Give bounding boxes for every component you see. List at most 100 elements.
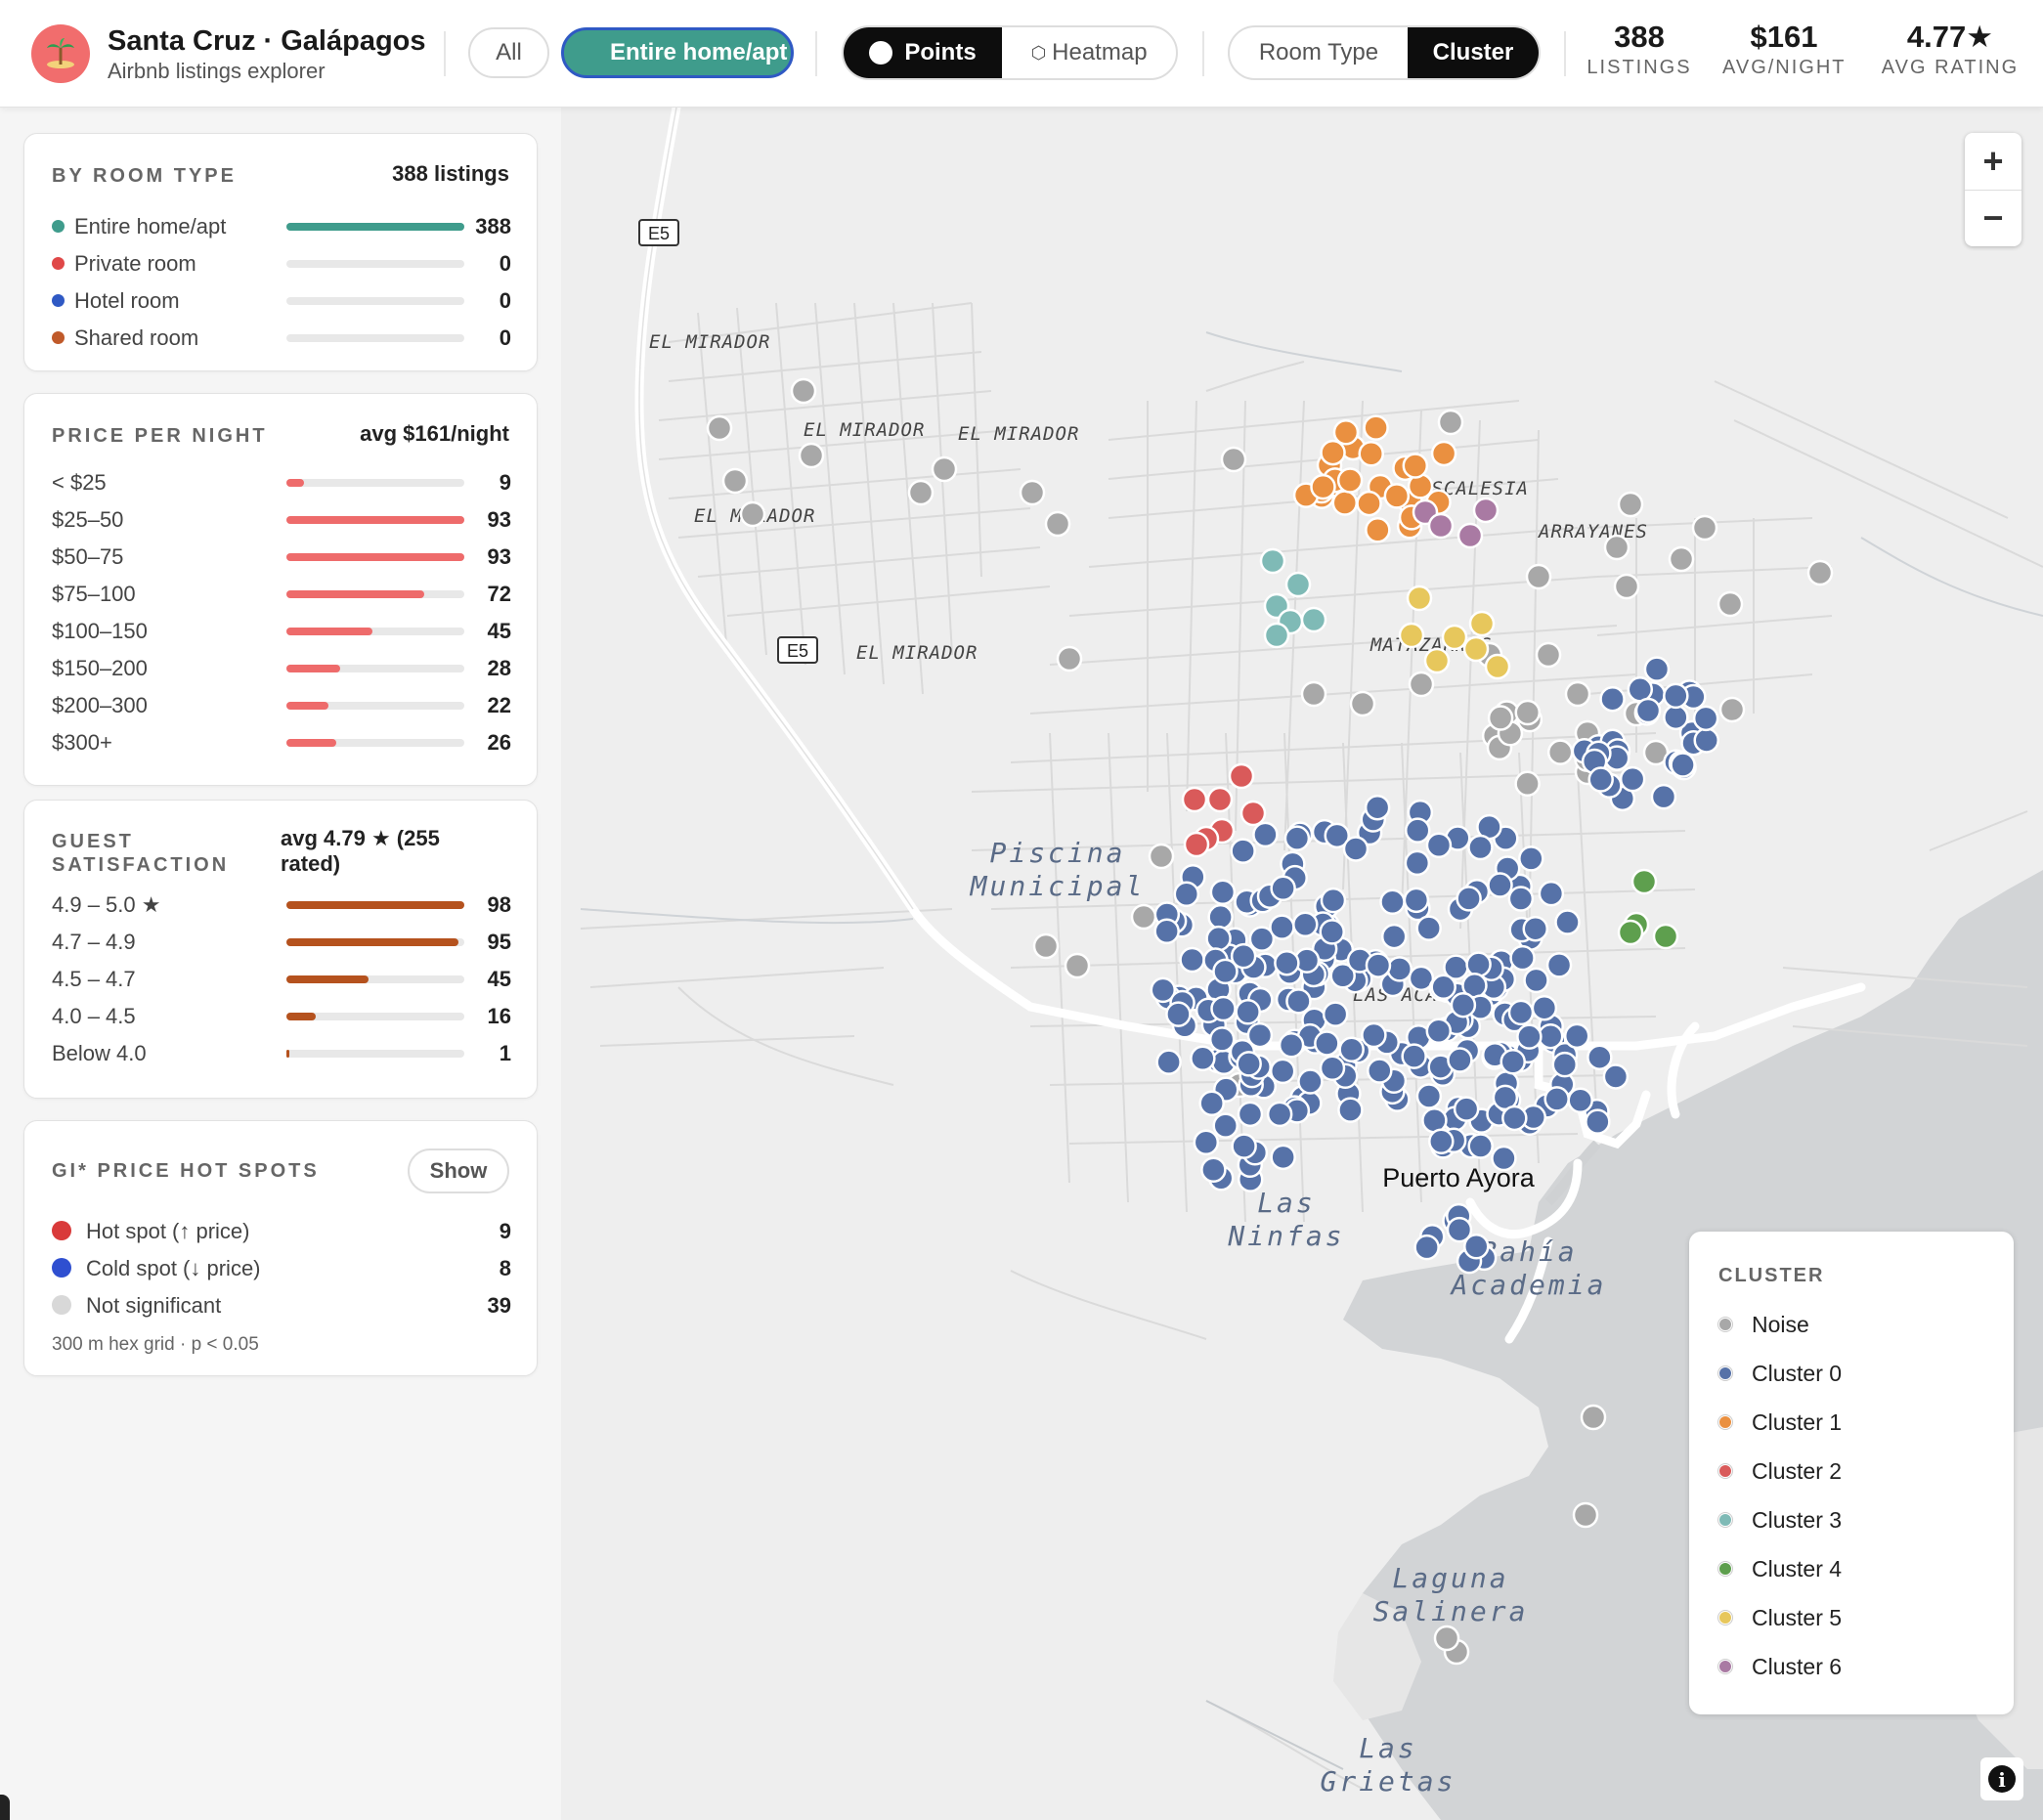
listing-point[interactable] <box>1336 467 1364 494</box>
listing-point[interactable] <box>1356 490 1382 517</box>
listing-point[interactable] <box>1427 512 1455 540</box>
listing-point[interactable] <box>1514 770 1541 798</box>
listing-point[interactable] <box>1331 490 1359 516</box>
listing-point[interactable] <box>721 467 749 495</box>
listing-point[interactable] <box>1235 999 1261 1025</box>
listing-point[interactable] <box>1200 1156 1227 1183</box>
listing-point[interactable] <box>1206 786 1234 813</box>
filter-all-button[interactable]: All <box>468 27 549 78</box>
listing-point[interactable] <box>1554 909 1581 935</box>
listing-point[interactable] <box>1523 967 1549 994</box>
listing-point[interactable] <box>1619 765 1646 793</box>
listing-point[interactable] <box>1367 1058 1393 1084</box>
listing-point[interactable] <box>1627 676 1654 703</box>
listing-point[interactable] <box>1064 952 1091 979</box>
listing-point[interactable] <box>1408 671 1435 698</box>
listing-point[interactable] <box>1453 1096 1480 1122</box>
listing-point[interactable] <box>1337 1097 1364 1123</box>
listing-point[interactable] <box>1450 991 1477 1018</box>
listing-point[interactable] <box>1230 838 1256 864</box>
listing-point[interactable] <box>1428 1128 1455 1155</box>
listing-point[interactable] <box>1613 573 1640 600</box>
listing-point[interactable] <box>1342 836 1369 862</box>
listing-point[interactable] <box>1228 762 1255 790</box>
listing-point[interactable] <box>1220 446 1247 473</box>
listing-point[interactable] <box>1516 1023 1543 1050</box>
listing-point[interactable] <box>1319 1055 1346 1082</box>
listing-point[interactable] <box>1441 624 1468 651</box>
listing-point[interactable] <box>1297 1068 1324 1095</box>
listing-point[interactable] <box>1401 1043 1427 1069</box>
listing-point[interactable] <box>1507 999 1535 1026</box>
listing-point[interactable] <box>1269 914 1295 940</box>
listing-point[interactable] <box>1239 800 1267 827</box>
map-canvas[interactable]: E5 E5 EL MIRADOR EL MIRADOR EL MIRADOR E… <box>561 108 2043 1820</box>
listing-point[interactable] <box>1314 1030 1340 1057</box>
listing-point[interactable] <box>1509 944 1536 972</box>
listing-point[interactable] <box>1403 887 1430 914</box>
listing-point[interactable] <box>1190 1045 1216 1072</box>
listing-point[interactable] <box>1398 622 1425 649</box>
listing-point[interactable] <box>1514 699 1542 726</box>
listing-point[interactable] <box>1259 547 1286 575</box>
listing-point[interactable] <box>1563 1022 1590 1050</box>
room-type-color-button[interactable]: Room Type <box>1258 39 1379 65</box>
listing-point[interactable] <box>1567 1087 1593 1114</box>
listing-point[interactable] <box>1285 988 1312 1015</box>
listing-point[interactable] <box>1670 752 1696 778</box>
listing-point[interactable] <box>1263 622 1290 649</box>
listing-point[interactable] <box>1535 641 1562 669</box>
listing-point[interactable] <box>1580 1404 1607 1431</box>
listing-point[interactable] <box>1433 1625 1460 1652</box>
listing-point[interactable] <box>1572 1501 1599 1529</box>
listing-point[interactable] <box>1310 473 1336 500</box>
listing-point[interactable] <box>1402 453 1429 479</box>
listing-point[interactable] <box>1468 610 1496 637</box>
listing-point[interactable] <box>1487 872 1513 898</box>
listing-point[interactable] <box>1538 880 1565 907</box>
listing-point[interactable] <box>1019 479 1046 506</box>
listing-point[interactable] <box>1617 491 1644 518</box>
listing-point[interactable] <box>1446 1216 1473 1243</box>
listing-point[interactable] <box>1543 1086 1570 1112</box>
zoom-in-button[interactable]: + <box>1982 141 2004 181</box>
listing-point[interactable] <box>1283 825 1311 851</box>
listing-point[interactable] <box>1691 514 1718 542</box>
listing-point[interactable] <box>1546 739 1574 765</box>
listing-point[interactable] <box>1246 1021 1274 1049</box>
listing-point[interactable] <box>1693 727 1719 754</box>
listing-point[interactable] <box>1806 559 1834 586</box>
listing-point[interactable] <box>1266 1101 1293 1128</box>
listing-point[interactable] <box>1585 1108 1611 1135</box>
listing-point[interactable] <box>1617 919 1644 946</box>
listing-point[interactable] <box>1603 534 1630 561</box>
listing-point[interactable] <box>1270 1144 1296 1171</box>
listing-point[interactable] <box>1507 886 1535 912</box>
listing-point[interactable] <box>1465 951 1492 977</box>
heatmap-view-button[interactable]: ⬡ Heatmap <box>1002 27 1176 78</box>
listing-point[interactable] <box>1365 952 1392 978</box>
listing-point[interactable] <box>1430 974 1456 1001</box>
listing-point[interactable] <box>1324 822 1350 849</box>
listing-point[interactable] <box>1545 952 1573 978</box>
listing-point[interactable] <box>1181 786 1208 813</box>
listing-point[interactable] <box>1531 994 1558 1021</box>
listing-point[interactable] <box>1338 1036 1365 1062</box>
listing-point[interactable] <box>1130 903 1157 931</box>
listing-point[interactable] <box>1284 571 1312 598</box>
listing-point[interactable] <box>1456 886 1482 912</box>
listing-point[interactable] <box>1231 1133 1257 1159</box>
listing-point[interactable] <box>1472 497 1500 524</box>
listing-point[interactable] <box>1692 705 1719 732</box>
listing-point[interactable] <box>1425 1018 1453 1045</box>
filter-entire-home-button[interactable]: Entire home/apt <box>561 27 794 78</box>
listing-point[interactable] <box>1179 946 1205 974</box>
listing-point[interactable] <box>1319 919 1345 945</box>
listing-point[interactable] <box>1650 783 1677 810</box>
listing-point[interactable] <box>1379 888 1406 916</box>
listing-point[interactable] <box>1634 697 1662 724</box>
listing-point[interactable] <box>1230 942 1257 970</box>
listing-point[interactable] <box>1236 1051 1262 1077</box>
listing-point[interactable] <box>1044 510 1071 538</box>
listing-point[interactable] <box>1404 817 1431 844</box>
